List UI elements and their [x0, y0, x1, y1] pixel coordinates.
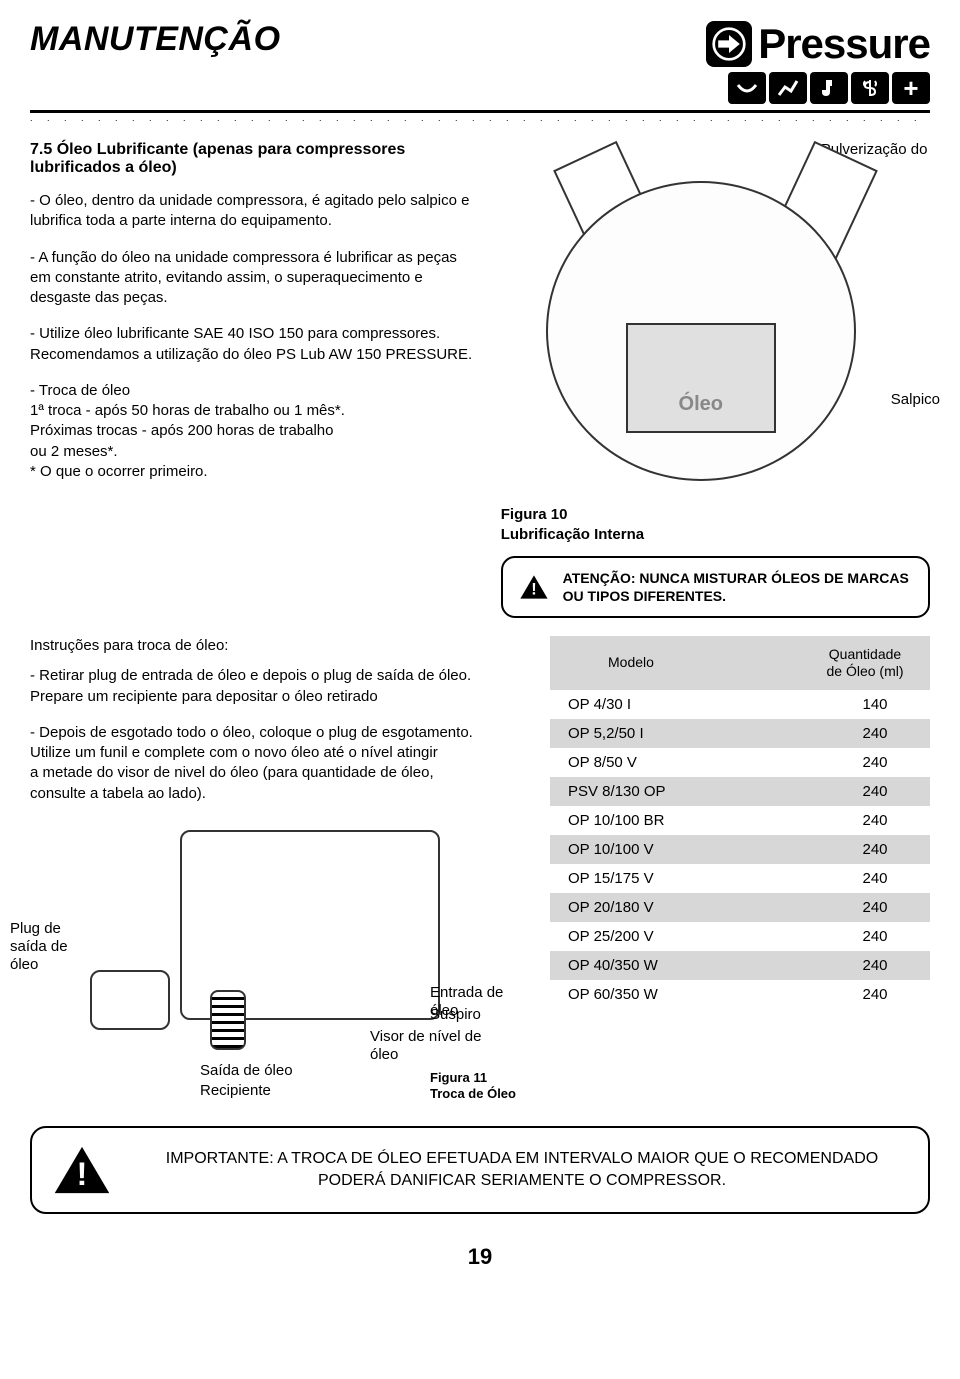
brand-name: Pressure [758, 20, 930, 68]
table-row: OP 25/200 V240 [550, 922, 930, 951]
warning-text-2: IMPORTANTE: A TROCA DE ÓLEO EFETUADA EM … [136, 1148, 908, 1191]
page-number: 19 [30, 1244, 930, 1270]
table-row: OP 10/100 BR240 [550, 806, 930, 835]
brand-block: Pressure + [706, 20, 930, 104]
svg-text:!: ! [531, 580, 536, 598]
instruction-step-1: - Retirar plug de entrada de óleo e depo… [30, 666, 520, 707]
label-saida-oleo: Saída de óleo [200, 1062, 293, 1080]
paragraph-1: - O óleo, dentro da unidade compressora,… [30, 191, 481, 232]
label-entrada: Entrada de óleo [430, 984, 520, 1020]
figure-10-caption: Figura 10 Lubrificação Interna [501, 505, 930, 544]
brand-icon-2 [769, 72, 807, 104]
th-qty: Quantidade de Óleo (ml) [810, 646, 920, 680]
table-row: OP 5,2/50 I240 [550, 719, 930, 748]
section-heading: 7.5 Óleo Lubrificante (apenas para compr… [30, 141, 481, 177]
brand-arrow-icon [706, 21, 752, 67]
label-visor: Visor de nível de óleo [370, 1028, 490, 1064]
brand-icon-1 [728, 72, 766, 104]
brand-icon-5: + [892, 72, 930, 104]
warning-text-1: ATENÇÃO: NUNCA MISTURAR ÓLEOS DE MARCAS … [563, 569, 912, 605]
warning-icon: ! [519, 568, 549, 606]
brand-icon-4 [851, 72, 889, 104]
dotted-line: . . . . . . . . . . . . . . . . . . . . … [30, 115, 930, 121]
table-row: OP 10/100 V240 [550, 835, 930, 864]
table-row: OP 60/350 W240 [550, 980, 930, 1009]
instructions-title: Instruções para troca de óleo: [30, 636, 520, 656]
table-row: PSV 8/130 OP240 [550, 777, 930, 806]
paragraph-2: - A função do óleo na unidade compressor… [30, 248, 481, 309]
figure-10-diagram: Pulverização do óleo Óleo Salpico [501, 141, 930, 501]
warning-icon: ! [52, 1144, 112, 1196]
table-row: OP 4/30 I140 [550, 690, 930, 719]
divider-line [30, 110, 930, 113]
table-row: OP 15/175 V240 [550, 864, 930, 893]
table-row: OP 20/180 V240 [550, 893, 930, 922]
table-header: Modelo Quantidade de Óleo (ml) [550, 636, 930, 690]
figure-11-caption: Figura 11 Troca de Óleo [430, 1070, 516, 1103]
th-model: Modelo [568, 654, 810, 671]
page-title: MANUTENÇÃO [30, 20, 281, 59]
warning-box-2: ! IMPORTANTE: A TROCA DE ÓLEO EFETUADA E… [30, 1126, 930, 1214]
oil-inside-label: Óleo [679, 393, 723, 416]
table-row: OP 40/350 W240 [550, 951, 930, 980]
annot-salpico: Salpico [891, 391, 940, 409]
instruction-step-2: - Depois de esgotado todo o óleo, coloqu… [30, 723, 520, 804]
paragraph-3: - Utilize óleo lubrificante SAE 40 ISO 1… [30, 324, 481, 365]
label-plug-saida: Plug de saída de óleo [10, 920, 90, 974]
warning-box-1: ! ATENÇÃO: NUNCA MISTURAR ÓLEOS DE MARCA… [501, 556, 930, 618]
label-recipiente: Recipiente [200, 1082, 271, 1100]
table-row: OP 8/50 V240 [550, 748, 930, 777]
svg-text:!: ! [77, 1155, 88, 1192]
oil-quantity-table: Modelo Quantidade de Óleo (ml) OP 4/30 I… [550, 636, 930, 1009]
brand-icon-3 [810, 72, 848, 104]
paragraph-4: - Troca de óleo 1ª troca - após 50 horas… [30, 381, 481, 482]
